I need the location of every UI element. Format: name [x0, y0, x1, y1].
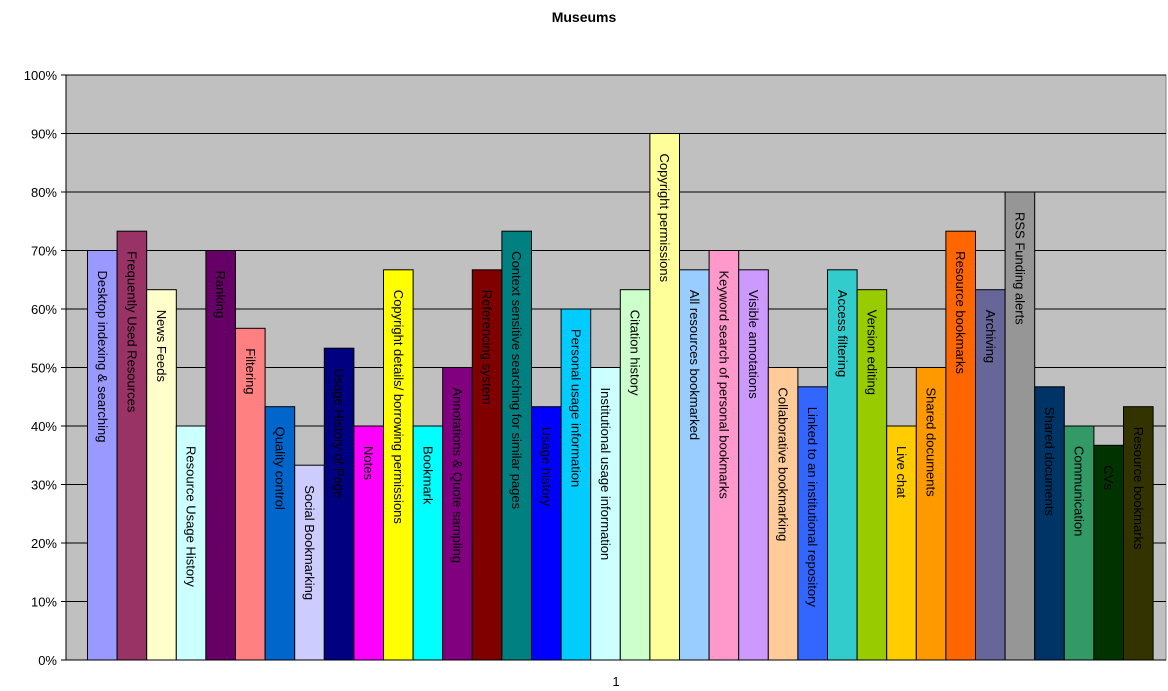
bar-label: Copyright details/ borrowing permissions: [391, 290, 406, 525]
bar-label: Resource bookmarks: [1131, 427, 1146, 550]
bar: [560, 308, 592, 661]
y-tick-label: 80%: [31, 185, 57, 200]
bar-label: Shared documents: [1042, 407, 1057, 517]
bar-label: Context sensitive searching for similar …: [509, 251, 524, 509]
bar: [264, 406, 296, 661]
bar: [353, 425, 384, 661]
bar: [235, 327, 266, 661]
bar-label: Live chat: [894, 446, 909, 498]
chart-title: Museums: [551, 9, 617, 25]
bar: [767, 367, 799, 661]
y-tick-label: 50%: [31, 361, 57, 376]
bar: [412, 425, 444, 661]
bar-label: Ranking: [213, 271, 228, 319]
bar-label: Institutional usage information: [598, 388, 613, 561]
bar-label: Social Bookmarking: [302, 485, 317, 600]
bar: [619, 289, 651, 661]
bar-label: Referencing system: [480, 290, 495, 405]
bar: [442, 367, 473, 661]
bar: [531, 406, 562, 661]
y-tick-label: 30%: [31, 478, 57, 493]
bar-label: Annotations & Quote sampling: [450, 388, 465, 564]
bar: [205, 250, 236, 661]
bar: [323, 347, 355, 661]
bar: [1093, 444, 1125, 661]
bar-label: Filtering: [243, 348, 258, 394]
bar-label: CVs: [1101, 465, 1116, 490]
y-tick-label: 90%: [31, 127, 57, 142]
bar-label: Bookmark: [420, 446, 435, 505]
bar: [1034, 386, 1065, 661]
bar-label: Keyword search of personal bookmarks: [716, 271, 731, 500]
bar: [915, 367, 947, 661]
bar-label: Citation history: [628, 310, 643, 396]
y-tick-label: 10%: [31, 595, 57, 610]
bar-labels: Desktop indexing & searching Frequently U…: [95, 154, 1146, 608]
bar: [501, 230, 532, 661]
bar-label: Copyright permissions: [657, 154, 672, 283]
bar: [471, 269, 503, 661]
bar-label: Archiving: [983, 310, 998, 363]
y-tick-label: 40%: [31, 419, 57, 434]
bar: [1123, 406, 1154, 661]
bar: [649, 133, 681, 661]
x-tick-label: 1: [612, 674, 619, 689]
bar-label: Quality control: [272, 427, 287, 510]
bar: [1063, 425, 1095, 661]
bar-label: Notes: [361, 446, 376, 480]
bar: [797, 386, 829, 661]
bar-label: Access filtering: [835, 290, 850, 377]
bar-label: Resource Usage History: [184, 446, 199, 587]
y-tick-label: 70%: [31, 244, 57, 259]
bar: [975, 289, 1006, 661]
bar: [886, 425, 917, 661]
bar: [1004, 191, 1036, 661]
bar-label: Usage history: [539, 427, 554, 507]
y-tick-label: 60%: [31, 302, 57, 317]
y-tick-label: 100%: [24, 68, 58, 83]
bar: [590, 367, 621, 661]
bar: [708, 250, 740, 661]
bar-label: Shared documents: [924, 388, 939, 498]
bar: [827, 269, 858, 661]
bar-label: Resource bookmarks: [953, 251, 968, 374]
y-tick-label: 0%: [38, 653, 57, 668]
bar: [146, 289, 177, 661]
bar-label: Usage History of Page: [332, 368, 347, 498]
bars: [87, 133, 1154, 661]
bar-label: Frequently Used Resources: [124, 251, 139, 413]
bar: [87, 250, 118, 661]
bar-label: News Feeds: [154, 310, 169, 383]
bar-label: Communication: [1072, 446, 1087, 536]
bar-label: All resources bookmarked: [687, 290, 702, 440]
bar-label: Desktop indexing & searching: [95, 271, 110, 443]
bar-label: Version editing: [864, 310, 879, 395]
bar-label: RSS Funding alerts: [1012, 212, 1027, 325]
bar-label: Linked to an institutional repository: [805, 407, 820, 608]
y-tick-label: 20%: [31, 536, 57, 551]
bar-label: Collaborative bookmarking: [776, 388, 791, 542]
bar: [294, 464, 325, 661]
bar-label: Visible annotations: [746, 290, 761, 399]
bar: [383, 269, 414, 661]
bar-label: Personal usage information: [568, 329, 583, 487]
